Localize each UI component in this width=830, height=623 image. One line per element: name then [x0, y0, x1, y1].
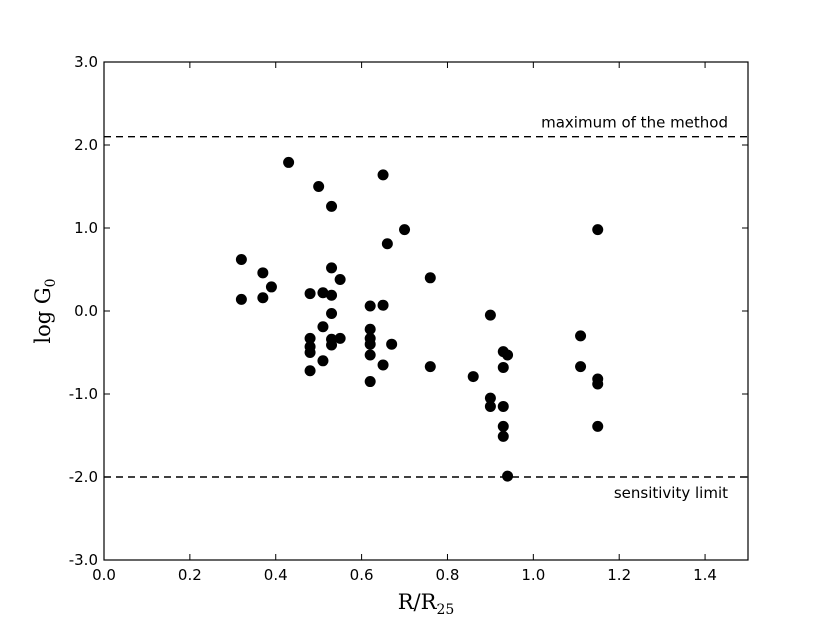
data-point	[334, 273, 346, 285]
y-tick-label: 3.0	[74, 53, 98, 71]
data-point	[304, 365, 316, 377]
data-point	[484, 400, 496, 412]
x-tick-label: 1.0	[521, 566, 545, 584]
data-point	[502, 470, 514, 482]
data-point	[497, 430, 509, 442]
plot-background	[104, 62, 748, 560]
data-point	[364, 338, 376, 350]
data-point	[364, 323, 376, 335]
data-point	[386, 338, 398, 350]
data-point	[334, 332, 346, 344]
y-axis-title: log G0	[31, 278, 59, 343]
data-point	[364, 349, 376, 361]
reference-line-label: sensitivity limit	[614, 484, 728, 502]
data-point	[265, 281, 277, 293]
data-point	[484, 309, 496, 321]
data-point	[592, 420, 604, 432]
data-point	[424, 361, 436, 373]
data-point	[326, 307, 338, 319]
x-tick-label: 0.0	[92, 566, 116, 584]
data-point	[304, 332, 316, 344]
x-tick-labels: 0.0 0.2 0.4 0.6 0.8 1.0 1.2 1.4	[92, 566, 717, 584]
data-point	[283, 156, 295, 168]
data-point	[257, 292, 269, 304]
data-point	[317, 321, 329, 333]
data-point	[502, 349, 514, 361]
reference-line-label: maximum of the method	[541, 114, 728, 132]
data-point	[326, 289, 338, 301]
data-point	[377, 299, 389, 311]
data-point	[484, 392, 496, 404]
y-tick-label: 2.0	[74, 136, 98, 154]
data-point	[364, 376, 376, 388]
data-point	[317, 355, 329, 367]
data-point	[575, 330, 587, 342]
x-tick-label: 0.6	[350, 566, 374, 584]
x-axis-title: R/R25	[398, 590, 455, 618]
y-tick-label: -1.0	[69, 385, 98, 403]
data-point	[326, 339, 338, 351]
y-tick-label: 0.0	[74, 302, 98, 320]
data-point	[592, 378, 604, 390]
data-point	[424, 272, 436, 284]
reference-line-labels: maximum of the method sensitivity limit	[541, 114, 728, 502]
data-point	[304, 347, 316, 358]
x-tick-label: 0.2	[178, 566, 202, 584]
data-point	[377, 169, 389, 181]
y-tick-label: -2.0	[69, 468, 98, 486]
x-tick-label: 1.4	[693, 566, 717, 584]
data-point	[592, 224, 604, 236]
data-point	[326, 262, 338, 274]
data-point	[235, 254, 247, 266]
data-points	[235, 156, 604, 482]
x-tick-label: 1.2	[607, 566, 631, 584]
y-tick-label: 1.0	[74, 219, 98, 237]
data-point	[313, 181, 325, 192]
data-point	[575, 361, 587, 373]
data-point	[317, 287, 329, 299]
data-point	[467, 371, 479, 383]
data-point	[399, 224, 411, 236]
data-point	[497, 361, 509, 373]
data-point	[257, 267, 269, 279]
x-tick-label: 0.4	[264, 566, 288, 584]
data-point	[377, 359, 389, 371]
x-tick-label: 0.8	[436, 566, 460, 584]
data-point	[326, 200, 338, 212]
axis-ticks	[103, 61, 748, 561]
data-point	[364, 300, 376, 312]
y-tick-label: -3.0	[69, 551, 98, 569]
data-point	[497, 420, 509, 432]
data-point	[381, 238, 393, 250]
data-point	[235, 293, 247, 305]
y-tick-labels: 3.0 2.0 1.0 0.0 -1.0 -2.0 -3.0	[69, 53, 98, 569]
data-point	[304, 288, 316, 300]
data-point	[497, 400, 509, 412]
